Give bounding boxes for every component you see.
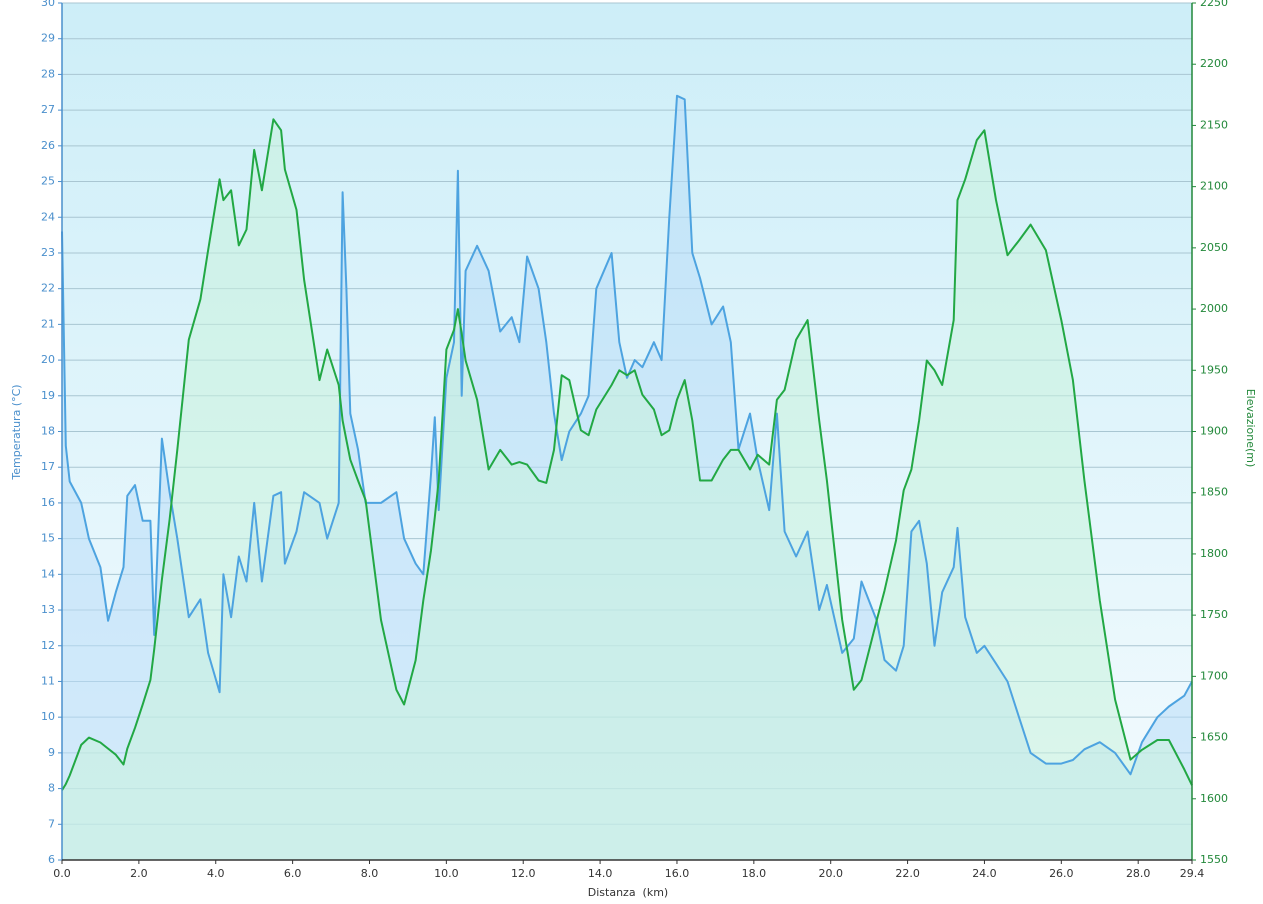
x-tick-label: 12.0 — [511, 867, 536, 880]
x-tick-label: 20.0 — [818, 867, 843, 880]
y2-axis-label: Elevazione(m) — [1244, 389, 1257, 468]
area — [62, 119, 1192, 861]
y2-tick-label: 1750 — [1200, 608, 1228, 621]
x-tick-label: 29.4 — [1180, 867, 1205, 880]
y-tick-label: 25 — [41, 175, 55, 188]
y-tick-label: 28 — [41, 67, 55, 80]
x-tick-label: 24.0 — [972, 867, 997, 880]
y2-tick-label: 1600 — [1200, 792, 1228, 805]
y2-tick-label: 2050 — [1200, 241, 1228, 254]
y-tick-label: 7 — [48, 817, 55, 830]
y-tick-label: 12 — [41, 639, 55, 652]
y-tick-label: 26 — [41, 139, 55, 152]
y2-tick-label: 2150 — [1200, 118, 1228, 131]
y2-tick-label: 1650 — [1200, 731, 1228, 744]
y-tick-label: 16 — [41, 496, 55, 509]
y-tick-label: 18 — [41, 425, 55, 438]
y2-tick-label: 2000 — [1200, 302, 1228, 315]
y-tick-label: 17 — [41, 460, 55, 473]
x-tick-label: 28.0 — [1126, 867, 1151, 880]
y2-tick-label: 1700 — [1200, 669, 1228, 682]
y-tick-label: 15 — [41, 532, 55, 545]
x-tick-label: 22.0 — [895, 867, 920, 880]
y-tick-label: 6 — [48, 853, 55, 866]
y2-tick-label: 1800 — [1200, 547, 1228, 560]
x-axis-label: Distanza (km) — [588, 886, 668, 899]
y-tick-label: 21 — [41, 317, 55, 330]
y2-tick-label: 1950 — [1200, 363, 1228, 376]
y-tick-label: 11 — [41, 674, 55, 687]
y-tick-label: 27 — [41, 103, 55, 116]
y2-tick-label: 2200 — [1200, 57, 1228, 70]
y-tick-label: 8 — [48, 782, 55, 795]
y-tick-label: 10 — [41, 710, 55, 723]
x-tick-label: 10.0 — [434, 867, 459, 880]
y2-tick-label: 1900 — [1200, 425, 1228, 438]
y-tick-label: 20 — [41, 353, 55, 366]
x-tick-label: 16.0 — [665, 867, 690, 880]
y2-tick-label: 1850 — [1200, 486, 1228, 499]
line — [61, 118, 1193, 791]
x-tick-label: 26.0 — [1049, 867, 1074, 880]
y-axis-label: Temperatura (°C) — [10, 384, 23, 480]
y-tick-label: 13 — [41, 603, 55, 616]
x-tick-label: 0.0 — [53, 867, 71, 880]
x-tick-label: 4.0 — [207, 867, 225, 880]
y-tick-label: 14 — [41, 567, 55, 580]
x-tick-label: 2.0 — [130, 867, 148, 880]
y-tick-label: 29 — [41, 32, 55, 45]
y-tick-label: 30 — [41, 0, 55, 9]
x-tick-label: 14.0 — [588, 867, 613, 880]
y-tick-label: 9 — [48, 746, 55, 759]
y-tick-label: 22 — [41, 282, 55, 295]
y-tick-label: 19 — [41, 389, 55, 402]
x-tick-label: 18.0 — [742, 867, 767, 880]
y2-tick-label: 2250 — [1200, 0, 1228, 9]
line — [61, 94, 1193, 776]
y2-tick-label: 2100 — [1200, 180, 1228, 193]
x-tick-label: 6.0 — [284, 867, 302, 880]
y2-tick-label: 1550 — [1200, 853, 1228, 866]
y-tick-label: 23 — [41, 246, 55, 259]
x-tick-label: 8.0 — [361, 867, 379, 880]
y-tick-label: 24 — [41, 210, 55, 223]
